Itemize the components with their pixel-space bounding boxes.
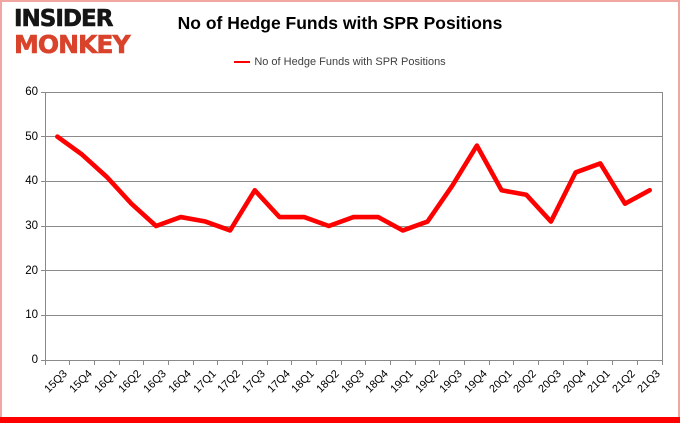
legend-line-swatch: [234, 60, 251, 64]
y-tick: [41, 359, 45, 361]
x-tick: [93, 360, 95, 365]
x-tick: [439, 360, 441, 365]
x-tick: [488, 360, 490, 365]
x-tick: [340, 360, 342, 365]
plot-right-border: [661, 92, 663, 361]
gridline: [45, 91, 662, 93]
x-tick: [587, 360, 589, 365]
y-axis: [44, 92, 46, 361]
chart-title: No of Hedge Funds with SPR Positions: [177, 13, 503, 33]
gridline: [45, 270, 662, 272]
x-tick: [390, 360, 392, 365]
y-axis-label: 0: [31, 354, 38, 366]
y-axis-label: 40: [25, 175, 38, 188]
gridline: [45, 314, 662, 316]
y-tick: [41, 314, 45, 316]
x-tick: [365, 360, 367, 365]
x-tick: [636, 360, 638, 365]
x-tick: [192, 360, 194, 365]
bottom-accent-bar: [0, 417, 680, 423]
y-tick: [41, 180, 45, 182]
y-tick: [41, 225, 45, 227]
y-tick: [41, 91, 45, 93]
x-tick: [69, 360, 71, 365]
x-tick: [143, 360, 145, 365]
logo-word-monkey: MONKEY: [14, 30, 131, 59]
gridline: [45, 180, 662, 182]
x-tick: [217, 360, 219, 365]
series-line: [55, 134, 652, 233]
x-tick: [315, 360, 317, 365]
x-tick: [464, 360, 466, 365]
legend: No of Hedge Funds with SPR Positions: [0, 56, 680, 68]
gridline: [45, 225, 662, 227]
x-tick: [44, 360, 46, 365]
y-tick: [41, 270, 45, 272]
x-tick: [612, 360, 614, 365]
y-axis-label: 30: [25, 220, 38, 232]
logo-word-insider: INSIDER: [14, 6, 114, 32]
x-tick: [118, 360, 120, 365]
legend-label: No of Hedge Funds with SPR Positions: [254, 56, 446, 68]
gridline: [45, 136, 662, 138]
x-tick: [241, 360, 243, 365]
x-tick: [167, 360, 169, 365]
y-axis-label: 20: [25, 264, 38, 277]
y-axis-label: 50: [25, 130, 38, 143]
insider-monkey-logo: INSIDER MONKEY: [14, 6, 131, 59]
x-tick: [562, 360, 564, 365]
y-axis-label: 60: [25, 86, 38, 98]
x-axis: [45, 359, 663, 361]
y-axis-label: 10: [25, 309, 38, 322]
x-tick: [291, 360, 293, 365]
x-tick: [538, 360, 540, 365]
x-tick: [661, 360, 663, 365]
x-tick: [266, 360, 268, 365]
y-tick: [41, 136, 45, 138]
x-tick: [513, 360, 515, 365]
x-tick: [414, 360, 416, 365]
